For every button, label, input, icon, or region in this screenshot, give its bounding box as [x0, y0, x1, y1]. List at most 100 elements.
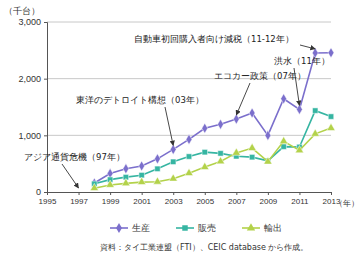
x-tick-mark	[205, 192, 206, 195]
x-tick-label: 2003	[165, 197, 183, 206]
x-tick: 2009	[259, 192, 277, 206]
legend-label: 販売	[198, 223, 216, 233]
series-marker	[311, 129, 319, 136]
x-axis-line	[48, 193, 332, 196]
x-tick-label: 2001	[133, 197, 151, 206]
series-marker	[186, 134, 192, 144]
series-marker	[170, 144, 176, 154]
legend-label: 生産	[132, 223, 150, 233]
y-tick-mark	[44, 22, 47, 23]
series-marker	[249, 108, 255, 118]
series-marker	[155, 154, 161, 164]
x-tick-mark	[173, 192, 174, 195]
x-tick-label: 1997	[70, 197, 88, 206]
x-tick: 1995	[39, 192, 57, 206]
x-tick: 2003	[165, 192, 183, 206]
y-tick: 1,000	[18, 131, 47, 141]
series-marker	[122, 179, 130, 186]
annotations: アジア通貨危機（97年） 東洋のデトロイト構想（03年） エコカー政策（07年） 洪水…	[24, 34, 330, 188]
series-marker	[280, 136, 288, 143]
legend-symbol	[182, 225, 187, 230]
x-tick-label: 2009	[259, 197, 277, 206]
x-tick-label: 2007	[228, 197, 246, 206]
series-marker	[169, 174, 177, 181]
y-tick-mark	[44, 192, 47, 193]
series-marker	[218, 119, 224, 129]
data-area	[90, 48, 335, 191]
series-marker	[312, 108, 317, 113]
y-tick-mark	[44, 135, 47, 136]
series-marker	[153, 177, 161, 184]
x-tick-mark	[299, 192, 300, 195]
x-tick-mark	[268, 192, 269, 195]
annotation-text: エコカー政策（07年）	[214, 71, 306, 81]
x-tick: 2011	[291, 192, 309, 206]
x-tick-mark	[142, 192, 143, 195]
series-marker	[185, 168, 193, 175]
x-tick-mark	[47, 192, 48, 195]
series-marker	[201, 162, 209, 169]
annotation-text: 自動車初回購入者向け減税（11-12年）	[134, 34, 294, 44]
series-marker	[106, 180, 114, 187]
annotation-arrow	[300, 45, 315, 49]
annotation-arrow	[165, 107, 173, 145]
series-marker	[295, 146, 303, 153]
y-axis-line	[44, 23, 48, 193]
series-marker	[90, 183, 98, 190]
x-tick-mark	[236, 192, 237, 195]
series-marker	[123, 164, 129, 174]
x-tick-label: 1999	[102, 197, 120, 206]
x-tick: 2007	[228, 192, 246, 206]
annotation-text: 洪水（11年）	[274, 56, 330, 66]
series-marker	[281, 94, 287, 104]
annotation-text: 東洋のデトロイト構想（03年）	[76, 95, 204, 105]
series-marker	[264, 157, 272, 164]
annotation-text: アジア通貨危機（97年）	[24, 152, 125, 162]
annotation-arrow	[236, 83, 250, 115]
x-tick: 1997	[70, 192, 88, 206]
series-marker	[138, 177, 146, 184]
series-marker	[155, 166, 160, 171]
legend-label: 輸出	[264, 223, 282, 233]
grid	[47, 22, 331, 135]
x-tick-mark	[110, 192, 111, 195]
series-marker	[249, 154, 254, 159]
chart: 01,0002,0003,000199519971999200120032005…	[0, 0, 360, 257]
series-marker	[233, 114, 239, 124]
annotation-arrow	[294, 68, 299, 105]
series-marker	[297, 104, 303, 114]
y-tick-label: 3,000	[18, 17, 41, 27]
series-marker	[248, 143, 256, 150]
x-tick-label: 1995	[39, 197, 57, 206]
x-tick-mark	[331, 192, 332, 195]
grid-line	[47, 22, 331, 23]
y-tick-label: 1,000	[18, 131, 41, 141]
x-tick-label: 2005	[196, 197, 214, 206]
y-tick: 2,000	[18, 74, 47, 84]
series-marker	[218, 151, 223, 156]
series-marker	[328, 114, 333, 119]
y-axis-title: （千台）	[4, 6, 40, 16]
x-tick: 1999	[102, 192, 120, 206]
y-axis: 01,0002,0003,000	[18, 17, 47, 197]
series-marker	[327, 123, 335, 130]
plot: 01,0002,0003,000199519971999200120032005…	[18, 17, 340, 205]
x-axis-title: （年）	[335, 199, 359, 208]
source-note: 資料：タイ工業連盟（FTI）、CEIC database から作成。	[100, 243, 308, 252]
legend-symbol	[116, 223, 122, 233]
y-tick-mark	[44, 79, 47, 80]
x-axis: 1995199719992001200320052007200920112013	[39, 192, 341, 206]
x-tick-mark	[79, 192, 80, 195]
series-marker	[170, 159, 175, 164]
series-marker	[202, 149, 207, 154]
series-marker	[139, 161, 145, 171]
series-line	[94, 128, 331, 188]
x-tick-label: 2011	[291, 197, 309, 206]
legend: 生産 販売 輸出	[110, 223, 282, 233]
annotation-arrow	[62, 164, 79, 188]
x-tick: 2005	[196, 192, 214, 206]
series-marker	[265, 130, 271, 140]
series-marker	[216, 157, 224, 164]
y-tick: 3,000	[18, 17, 47, 27]
x-tick: 2001	[133, 192, 151, 206]
